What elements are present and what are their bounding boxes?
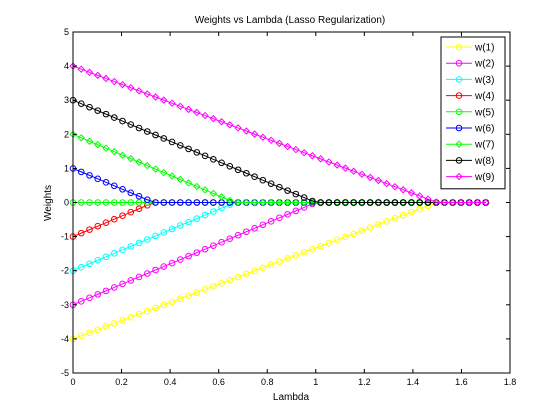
plot-area — [70, 63, 489, 342]
series-line — [73, 203, 486, 339]
series-line — [73, 100, 486, 202]
chart-title: Weights vs Lambda (Lasso Regularization) — [195, 15, 385, 26]
legend-label: w(9) — [474, 172, 494, 183]
y-tick-label: -4 — [61, 334, 69, 344]
legend-box — [441, 37, 505, 189]
x-tick-label: 1.6 — [455, 377, 468, 387]
series-line — [73, 66, 486, 202]
x-tick-label: 0 — [70, 377, 75, 387]
series-2 — [70, 200, 488, 308]
series-line — [73, 203, 486, 305]
x-tick-label: 0.8 — [261, 377, 274, 387]
y-tick-label: 0 — [64, 198, 69, 208]
y-tick-label: -1 — [61, 232, 69, 242]
legend-label: w(6) — [474, 124, 494, 135]
series-8 — [70, 97, 488, 205]
x-tick-label: 1.8 — [504, 377, 517, 387]
legend-label: w(3) — [474, 75, 494, 86]
y-tick-label: -2 — [61, 266, 69, 276]
series-line — [73, 203, 486, 271]
y-tick-label: -5 — [61, 368, 69, 378]
legend-label: w(8) — [474, 156, 494, 167]
legend-label: w(1) — [474, 43, 494, 54]
series-line — [73, 134, 486, 202]
x-tick-label: 1 — [313, 377, 318, 387]
y-tick-label: -3 — [61, 300, 69, 310]
legend: w(1) w(2) w(3) w(4) w(5) w(6) w(7) w(8) w(9) — [441, 37, 505, 189]
y-axis-title: Weights — [43, 185, 54, 221]
x-tick-label: 0.2 — [115, 377, 128, 387]
x-tick-label: 1.2 — [358, 377, 371, 387]
x-tick-label: 0.6 — [212, 377, 225, 387]
y-tick-label: 4 — [64, 61, 69, 71]
x-tick-label: 1.4 — [407, 377, 420, 387]
y-tick-label: 2 — [64, 129, 69, 139]
x-tick-label: 0.4 — [164, 377, 177, 387]
legend-label: w(7) — [474, 140, 494, 151]
legend-label: w(4) — [474, 91, 494, 102]
y-tick-label: 5 — [64, 27, 69, 37]
legend-label: w(5) — [474, 107, 494, 118]
y-tick-label: 3 — [64, 95, 69, 105]
x-axis-title: Lambda — [273, 392, 310, 403]
y-tick-label: 1 — [64, 163, 69, 173]
legend-label: w(2) — [474, 59, 494, 70]
